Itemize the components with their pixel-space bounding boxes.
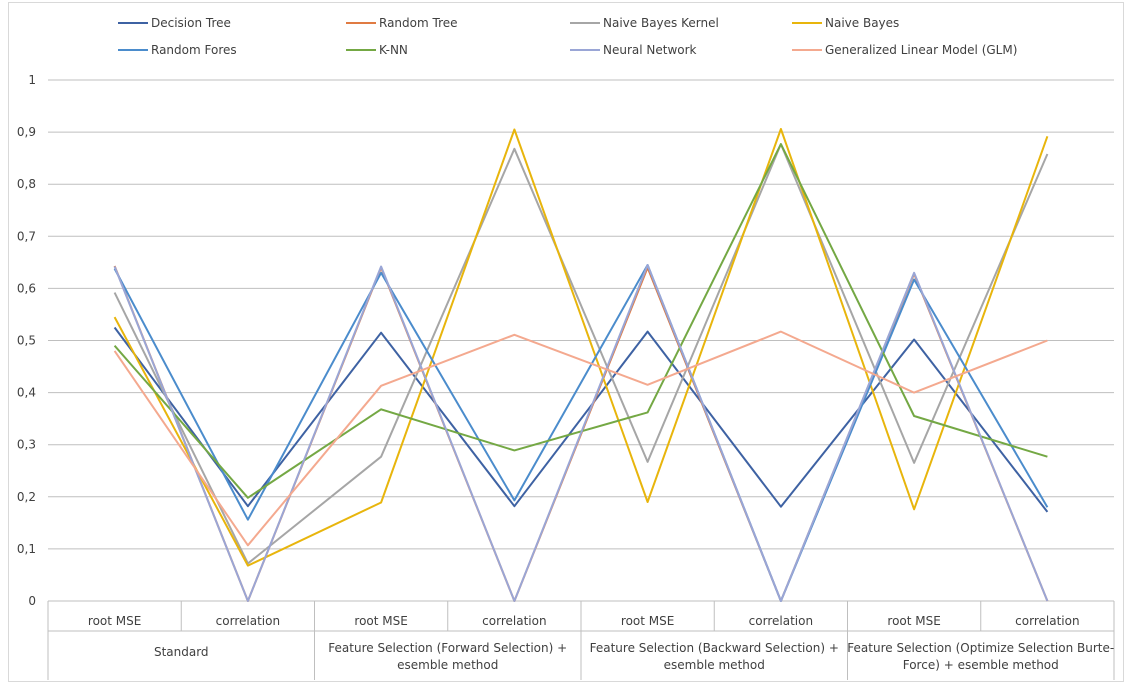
y-tick-label: 0,6 — [17, 281, 36, 295]
series-line — [113, 330, 1048, 547]
x-category-label: root MSE — [354, 614, 407, 628]
y-tick-label: 1 — [28, 73, 36, 87]
x-category-label: root MSE — [887, 614, 940, 628]
series-line — [113, 143, 1049, 565]
y-tick-label: 0,7 — [17, 229, 36, 243]
x-group-label: esemble method — [397, 658, 498, 672]
x-category-label: root MSE — [88, 614, 141, 628]
y-tick-label: 0,4 — [17, 386, 36, 400]
x-category-label: correlation — [1015, 614, 1079, 628]
x-group-label: Standard — [154, 645, 209, 659]
y-tick-label: 0,5 — [17, 334, 36, 348]
series-line — [113, 326, 1049, 513]
x-group-label: esemble method — [664, 658, 765, 672]
x-category-label: correlation — [482, 614, 546, 628]
x-group-label: Force) + esemble method — [903, 658, 1059, 672]
legend-label: Decision Tree — [151, 16, 231, 30]
legend-label: Naive Bayes — [825, 16, 899, 30]
series-line — [113, 264, 1049, 602]
legend-label: Random Fores — [151, 43, 237, 57]
legend-label: Generalized Linear Model (GLM) — [825, 43, 1017, 57]
x-group-label: Feature Selection (Forward Selection) + — [328, 641, 567, 655]
x-group-label: Feature Selection (Backward Selection) + — [590, 641, 839, 655]
series-line — [113, 264, 1049, 602]
y-tick-label: 0,3 — [17, 438, 36, 452]
y-tick-label: 0,2 — [17, 490, 36, 504]
y-tick-label: 0 — [28, 594, 36, 608]
legend-label: K-NN — [379, 43, 408, 57]
y-tick-label: 0,1 — [17, 542, 36, 556]
legend-label: Naive Bayes Kernel — [603, 16, 719, 30]
x-group-label: Feature Selection (Optimize Selection Bu… — [847, 641, 1114, 655]
x-category-label: correlation — [749, 614, 813, 628]
x-category-label: root MSE — [621, 614, 674, 628]
y-tick-label: 0,8 — [17, 177, 36, 191]
legend-label: Neural Network — [603, 43, 697, 57]
legend-label: Random Tree — [379, 16, 458, 30]
series-line — [113, 128, 1049, 567]
chart-frame — [8, 2, 1124, 682]
x-category-label: correlation — [216, 614, 280, 628]
y-tick-label: 0,9 — [17, 125, 36, 139]
